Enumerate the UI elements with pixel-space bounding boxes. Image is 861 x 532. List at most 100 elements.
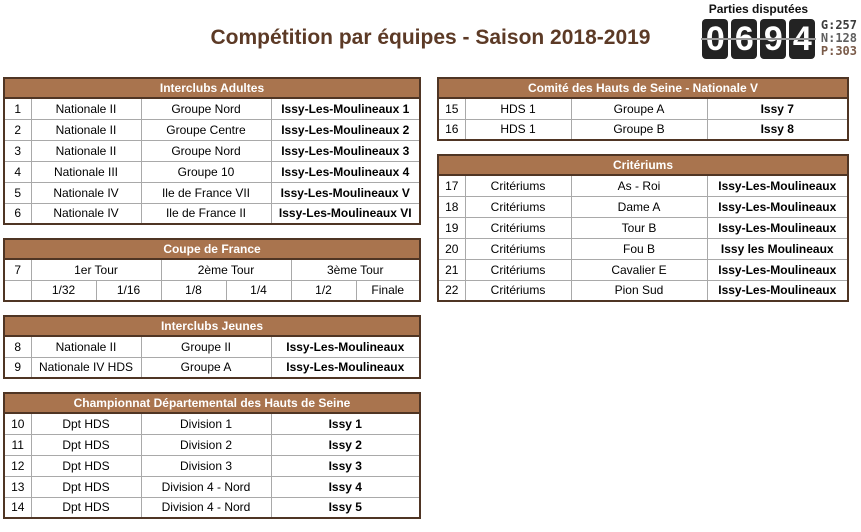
table-header-row: Championnat Départemental des Hauts de S…	[4, 393, 420, 414]
cell: Groupe Nord	[140, 139, 272, 162]
table-interclubs-jeunes: Interclubs Jeunes 8 Nationale II Groupe II I…	[3, 315, 421, 379]
team-link[interactable]: Issy-Les-Moulineaux	[706, 174, 849, 197]
flip-counter-split-line	[700, 38, 816, 40]
cell: 15	[437, 97, 466, 120]
cell: Dpt HDS	[30, 433, 142, 456]
cell: Tour B	[570, 216, 708, 239]
team-link[interactable]: Issy-Les-Moulineaux 2	[270, 118, 421, 141]
table-championnat-departemental-hds: Championnat Départemental des Hauts de S…	[3, 392, 421, 519]
cell: Critériums	[464, 174, 572, 197]
cell: Groupe 10	[140, 160, 272, 183]
cell: Nationale II	[30, 118, 142, 141]
cell: 5	[3, 181, 32, 204]
cell: Ile de France II	[140, 202, 272, 225]
cell: Critériums	[464, 216, 572, 239]
team-link[interactable]: Issy 3	[270, 454, 421, 477]
table-criteriums: Critériums 17 Critériums As - Roi Issy-Les-M…	[437, 154, 849, 302]
cell: 1/4	[225, 279, 292, 302]
cell: 10	[3, 412, 32, 435]
table-row: 18 Critériums Dame A Issy-Les-Moulineaux	[437, 195, 849, 218]
team-link[interactable]: Issy 4	[270, 475, 421, 498]
table-row: 2 Nationale II Groupe Centre Issy-Les-Mouli…	[3, 118, 421, 141]
cell: 21	[437, 258, 466, 281]
table-row: 7 1er Tour 2ème Tour 3ème Tour	[3, 258, 421, 281]
team-link[interactable]: Issy-Les-Moulineaux VI	[270, 202, 421, 225]
cell: Division 4 - Nord	[140, 496, 272, 519]
team-link[interactable]: Issy-Les-Moulineaux 4	[270, 160, 421, 183]
table-row: 10 Dpt HDS Division 1 Issy 1	[3, 412, 421, 435]
cell: 16	[437, 118, 466, 141]
table-row: 1/32 1/16 1/8 1/4 1/2 Finale	[3, 279, 421, 302]
cell: As - Roi	[570, 174, 708, 197]
cell: Fou B	[570, 237, 708, 260]
cell: Nationale III	[30, 160, 142, 183]
team-link[interactable]: Issy-Les-Moulineaux	[706, 258, 849, 281]
team-link[interactable]: Issy-Les-Moulineaux 1	[270, 97, 421, 120]
team-link[interactable]: Issy 1	[270, 412, 421, 435]
cell: Dpt HDS	[30, 496, 142, 519]
table-title-championnat-departemental-hds: Championnat Départemental des Hauts de S…	[4, 393, 420, 414]
cell: Division 2	[140, 433, 272, 456]
cell: Nationale II	[30, 97, 142, 120]
team-link[interactable]: Issy-Les-Moulineaux V	[270, 181, 421, 204]
cell: Cavalier E	[570, 258, 708, 281]
cell: Critériums	[464, 195, 572, 218]
cell: Critériums	[464, 279, 572, 302]
cell: Nationale IV HDS	[30, 356, 142, 379]
cell: Nationale IV	[30, 181, 142, 204]
team-link[interactable]: Issy-Les-Moulineaux	[706, 279, 849, 302]
team-link[interactable]: Issy 2	[270, 433, 421, 456]
team-link[interactable]: Issy-Les-Moulineaux	[706, 195, 849, 218]
table-row: 3 Nationale II Groupe Nord Issy-Les-Mouline…	[3, 139, 421, 162]
cell: 22	[437, 279, 466, 302]
team-link[interactable]: Issy 8	[706, 118, 849, 141]
team-link[interactable]: Issy-Les-Moulineaux 3	[270, 139, 421, 162]
cell: Critériums	[464, 258, 572, 281]
cell: 11	[3, 433, 32, 456]
cell: 19	[437, 216, 466, 239]
cell: 9	[3, 356, 32, 379]
cell: 7	[3, 258, 32, 281]
counter-stats: G:257 N:128 P:303	[821, 19, 857, 59]
table-row: 6 Nationale IV Ile de France II Issy-Les-Mo…	[3, 202, 421, 225]
table-row: 15 HDS 1 Groupe A Issy 7	[437, 97, 849, 120]
team-link[interactable]: Issy les Moulineaux	[706, 237, 849, 260]
counter-label: Parties disputées	[708, 2, 809, 16]
cell: Groupe II	[140, 335, 272, 358]
cell: Groupe Centre	[140, 118, 272, 141]
cell: Ile de France VII	[140, 181, 272, 204]
team-link[interactable]: Issy-Les-Moulineaux	[270, 356, 421, 379]
table-row: 4 Nationale III Groupe 10 Issy-Les-Moulinea…	[3, 160, 421, 183]
table-header-row: Critériums	[438, 155, 848, 176]
cell: 1/16	[95, 279, 162, 302]
table-row: 17 Critériums As - Roi Issy-Les-Moulineaux	[437, 174, 849, 197]
cell: HDS 1	[464, 118, 572, 141]
table-row: 11 Dpt HDS Division 2 Issy 2	[3, 433, 421, 456]
cell: 18	[437, 195, 466, 218]
team-link[interactable]: Issy-Les-Moulineaux	[706, 216, 849, 239]
cell: Dame A	[570, 195, 708, 218]
cell: Division 3	[140, 454, 272, 477]
cell: Pion Sud	[570, 279, 708, 302]
cell: 1/8	[160, 279, 227, 302]
table-header-row: Coupe de France	[4, 239, 420, 260]
team-link[interactable]: Issy 7	[706, 97, 849, 120]
cell: Division 1	[140, 412, 272, 435]
cell: Dpt HDS	[30, 475, 142, 498]
cell: 13	[3, 475, 32, 498]
cell: 12	[3, 454, 32, 477]
tables-area: Interclubs Adultes 1 Nationale II Groupe No…	[0, 77, 861, 532]
table-row: 12 Dpt HDS Division 3 Issy 3	[3, 454, 421, 477]
cell: Critériums	[464, 237, 572, 260]
team-link[interactable]: Issy 5	[270, 496, 421, 519]
stat-N: N:128	[820, 31, 857, 45]
team-link[interactable]: Issy-Les-Moulineaux	[270, 335, 421, 358]
table-title-interclubs-adultes: Interclubs Adultes	[4, 78, 420, 99]
cell: 2	[3, 118, 32, 141]
cell: 8	[3, 335, 32, 358]
table-row: 16 HDS 1 Groupe B Issy 8	[437, 118, 849, 141]
cell: Groupe A	[140, 356, 272, 379]
